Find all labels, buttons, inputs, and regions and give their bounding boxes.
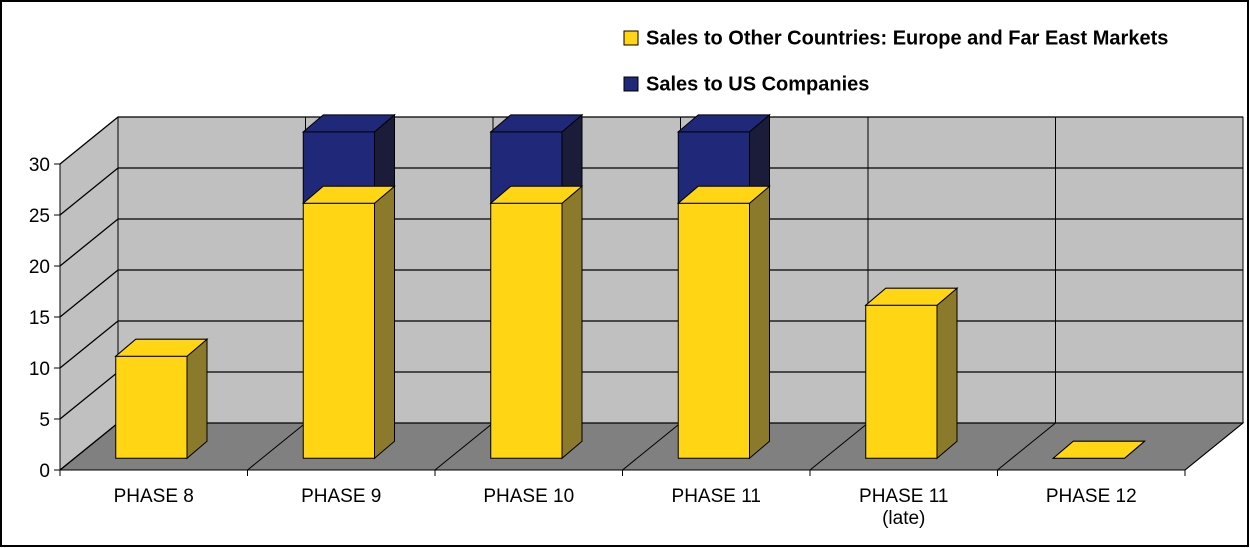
y-tick-label: 15 [29,308,50,329]
y-tick-label: 0 [39,461,50,482]
bar-top [301,114,396,133]
bar-side [186,338,208,460]
bar-top [676,185,771,204]
bar-top [1051,440,1146,459]
bar-side [936,287,958,460]
bar-side [374,185,395,460]
bar [865,304,938,459]
category-divider [1184,117,1244,471]
bar-top [489,114,584,133]
legend-swatch [623,76,639,92]
y-tick-label: 25 [29,206,50,227]
x-tick-label: PHASE 11 [671,486,761,507]
legend-label: Sales to US Companies [646,73,869,95]
bar [115,355,188,459]
bar-top [676,114,771,133]
y-tick-label: 10 [29,359,50,380]
bar [302,202,375,459]
bar-top [114,338,209,357]
x-tick-label: PHASE 12 [1045,486,1137,507]
bar-top [864,287,959,306]
legend-label: Sales to Other Countries: Europe and Far… [646,27,1168,49]
bar-top [489,185,584,204]
bar-top [301,185,396,204]
bar [490,202,563,459]
category-divider [997,117,1056,471]
y-tick-label: 30 [29,155,50,176]
y-tick-label: 20 [29,257,50,278]
x-tick-label: PHASE 11 (late) [859,486,949,529]
bar-side [749,185,770,460]
x-tick-label: PHASE 8 [113,486,194,507]
bar [677,202,750,459]
bar-side [561,185,583,460]
x-tick-label: PHASE 10 [483,486,575,507]
y-tick-label: 5 [39,410,50,431]
legend-swatch [623,30,639,46]
x-tick-label: PHASE 9 [301,486,382,507]
